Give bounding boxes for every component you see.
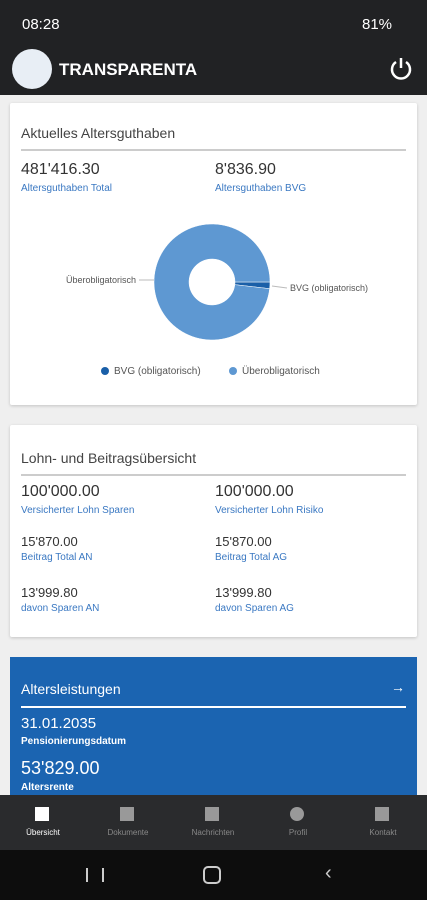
system-nav: ‹ (0, 850, 427, 900)
card-title: Aktuelles Altersguthaben (21, 125, 176, 141)
time: 08:28 (22, 16, 60, 33)
legend-label: BVG (obligatorisch) (114, 366, 201, 377)
nav-icon (205, 807, 219, 821)
bottom-nav: Übersicht Dokumente Nachrichten Profil Konta… (0, 795, 427, 850)
leader-line (271, 285, 288, 289)
card-title: Lohn- und Beitragsübersicht (21, 450, 197, 466)
value: 15'870.00 (21, 534, 78, 549)
slice (153, 223, 271, 341)
benefits-card[interactable]: Altersleistungen → 31.01.2035 Pensionier… (10, 657, 417, 797)
legend-marker (101, 367, 109, 375)
slice-label: Überobligatorisch (66, 275, 136, 285)
divider (21, 149, 406, 151)
nav-label[interactable]: Übersicht (26, 828, 60, 837)
nav-icon (375, 807, 389, 821)
nav-icon (290, 807, 304, 821)
divider (21, 706, 406, 708)
label: Altersrente (21, 782, 74, 793)
value: 13'999.80 (21, 585, 78, 600)
slice-label: BVG (obligatorisch) (290, 283, 368, 293)
app-title: TRANSPARENTA (59, 60, 198, 79)
label: Altersguthaben Total (21, 183, 112, 194)
label: davon Sparen AN (21, 603, 100, 614)
value: 100'000.00 (215, 483, 294, 500)
label: Versicherter Lohn Sparen (21, 505, 135, 516)
label: Altersguthaben BVG (215, 183, 307, 194)
divider (21, 474, 406, 476)
value: 53'829.00 (21, 758, 100, 778)
label: Beitrag Total AN (21, 552, 93, 563)
home-button[interactable] (203, 866, 221, 884)
nav-icon (120, 807, 134, 821)
top-bar (0, 0, 427, 95)
legend-marker (229, 367, 237, 375)
value: 13'999.80 (215, 585, 272, 600)
arrow[interactable]: → (391, 679, 405, 695)
value: 100'000.00 (21, 483, 100, 500)
nav-icon (35, 807, 49, 821)
legend-label: Überobligatorisch (242, 365, 320, 377)
nav-label[interactable]: Nachrichten (191, 828, 235, 837)
value: 31.01.2035 (21, 715, 97, 732)
power-button[interactable] (388, 56, 414, 82)
nav-label[interactable]: Kontakt (369, 828, 397, 837)
label: davon Sparen AG (215, 603, 294, 614)
salary-card: Lohn- und Beitragsübersicht 100'000.00 Ve… (10, 425, 417, 637)
value: 481'416.30 (21, 161, 100, 178)
battery: 81% (362, 16, 393, 33)
value: 15'870.00 (215, 534, 272, 549)
label: Beitrag Total AG (215, 552, 288, 563)
label: Pensionierungsdatum (21, 736, 127, 747)
label: Versicherter Lohn Risiko (215, 505, 324, 516)
donut-chart: BVG (obligatorisch) BVG (obligatorisch) Üb… (66, 223, 368, 377)
back-button[interactable]: ‹ (325, 862, 332, 884)
recent-button[interactable] (86, 868, 104, 882)
value: 8'836.90 (215, 161, 276, 178)
nav-label[interactable]: Dokumente (107, 828, 149, 837)
card-title: Altersleistungen (21, 681, 121, 697)
logo[interactable] (12, 49, 52, 89)
nav-label[interactable]: Profil (288, 828, 308, 837)
